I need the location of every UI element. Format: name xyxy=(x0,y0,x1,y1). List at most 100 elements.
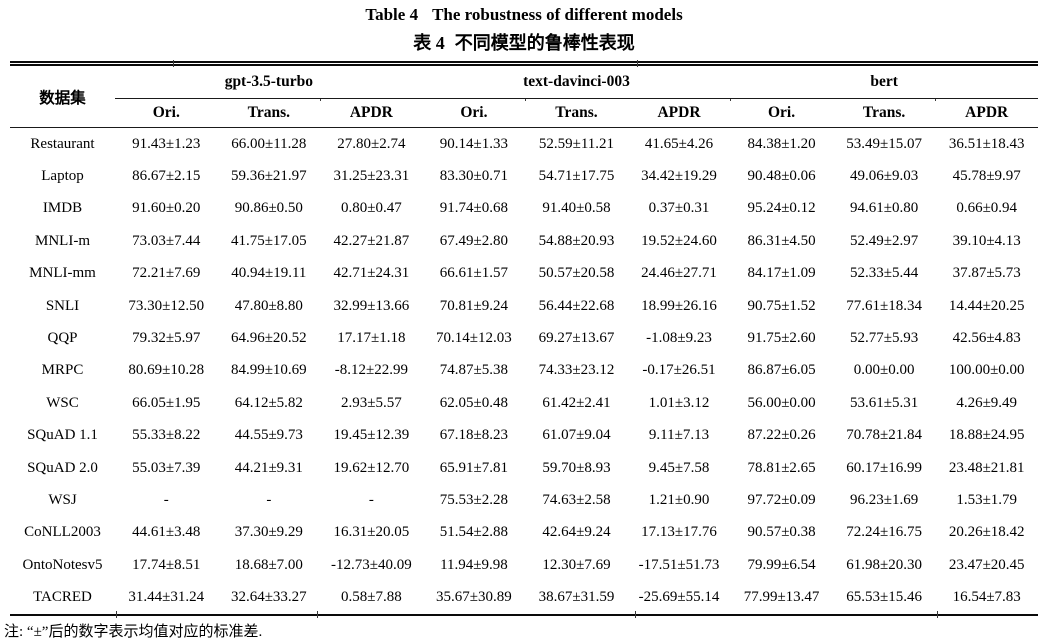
value-cell: 77.99±13.47 xyxy=(743,589,820,606)
value-cell: 79.32±5.97 xyxy=(132,330,201,347)
table-title-text-en: The robustness of different models xyxy=(432,5,683,24)
value-cell: 23.47±20.45 xyxy=(948,556,1025,573)
value-cell: 35.67±30.89 xyxy=(436,589,512,606)
dataset-cell: SQuAD 2.0 xyxy=(27,459,98,476)
value-cell: -25.69±55.14 xyxy=(638,589,720,606)
value-cell: 44.21±9.31 xyxy=(234,459,303,476)
value-cell: 90.14±1.33 xyxy=(439,135,509,152)
dataset-cell: MNLI-m xyxy=(35,232,90,249)
value-cell: 77.61±18.34 xyxy=(846,297,922,314)
value-cell: 1.01±3.12 xyxy=(648,394,710,411)
table-row: Laptop 86.67±2.15 59.36±21.97 31.25±23.31 83… xyxy=(10,160,1038,192)
rule-tick xyxy=(635,610,637,618)
value-cell: 75.53±2.28 xyxy=(439,491,509,508)
value-cell: 74.33±23.12 xyxy=(538,362,615,379)
dataset-cell: WSJ xyxy=(48,491,77,508)
value-cell: 56.00±0.00 xyxy=(747,394,816,411)
value-cell: 32.99±13.66 xyxy=(333,297,410,314)
value-cell: 55.03±7.39 xyxy=(132,459,201,476)
metric-subheader-row: Ori. Trans. APDR Ori. Trans. APDR Ori. T… xyxy=(10,98,1038,128)
value-cell: 69.27±13.67 xyxy=(538,330,615,347)
table-title-english: Table 4 The robustness of different model… xyxy=(0,5,1048,25)
value-cell: 91.75±2.60 xyxy=(747,330,816,347)
value-cell: 84.99±10.69 xyxy=(230,362,307,379)
value-cell: 17.13±17.76 xyxy=(641,524,717,541)
value-cell: 49.06±9.03 xyxy=(849,168,919,185)
value-cell: 73.03±7.44 xyxy=(132,232,201,249)
value-cell: 66.00±11.28 xyxy=(231,135,307,152)
rule-tick xyxy=(173,60,175,67)
value-cell: 19.52±24.60 xyxy=(641,232,717,249)
value-cell: 50.57±20.58 xyxy=(538,265,615,282)
value-cell: 55.33±8.22 xyxy=(132,427,201,444)
table-row: WSJ - - - 75.53±2.28 74.63±2.58 1.21±0.90 97.72… xyxy=(10,484,1038,516)
value-cell: 60.17±16.99 xyxy=(846,459,922,476)
value-cell: 74.63±2.58 xyxy=(542,491,611,508)
value-cell: 41.65±4.26 xyxy=(644,135,714,152)
value-cell: 87.22±0.26 xyxy=(747,427,816,444)
value-cell: 20.26±18.42 xyxy=(948,524,1025,541)
subheader-gpt-ori: Ori. xyxy=(115,98,218,128)
table-row: MNLI-m 73.03±7.44 41.75±17.05 42.27±21.87 67… xyxy=(10,225,1038,257)
rule-tick xyxy=(317,610,319,618)
value-cell: 79.99±6.54 xyxy=(747,556,816,573)
group-header-bert: bert xyxy=(730,63,1038,99)
table-row: IMDB 91.60±0.20 90.86±0.50 0.80±0.47 91.74±0… xyxy=(10,193,1038,225)
dataset-cell: SNLI xyxy=(45,297,80,314)
value-cell: 52.59±11.21 xyxy=(538,135,615,152)
value-cell: 52.77±5.93 xyxy=(849,330,919,347)
table-row: QQP 79.32±5.97 64.96±20.52 17.17±1.18 70.14±… xyxy=(10,322,1038,354)
value-cell: 42.71±24.31 xyxy=(333,265,410,282)
value-cell: 1.21±0.90 xyxy=(648,491,710,508)
value-cell: 74.87±5.38 xyxy=(439,362,509,379)
dataset-cell: CoNLL2003 xyxy=(24,524,101,541)
value-cell: 12.30±7.69 xyxy=(542,556,611,573)
value-cell: 37.30±9.29 xyxy=(234,524,303,541)
value-cell: 37.87±5.73 xyxy=(952,265,1021,282)
table-footnote: 注: “±”后的数字表示均值对应的标准差. xyxy=(4,623,263,640)
table-row: SQuAD 2.0 55.03±7.39 44.21±9.31 19.62±12.70… xyxy=(10,452,1038,484)
value-cell: 40.94±19.11 xyxy=(231,265,307,282)
value-cell: 91.40±0.58 xyxy=(542,200,611,217)
value-cell: 24.46±27.71 xyxy=(641,265,717,282)
value-cell: 90.57±0.38 xyxy=(747,524,816,541)
value-cell: 42.56±4.83 xyxy=(952,330,1021,347)
value-cell: 27.80±2.74 xyxy=(337,135,406,152)
value-cell: - xyxy=(266,491,272,508)
table-row: SNLI 73.30±12.50 47.80±8.80 32.99±13.66 70.8… xyxy=(10,290,1038,322)
value-cell: 0.37±0.31 xyxy=(648,200,710,217)
rule-tick xyxy=(937,610,939,618)
value-cell: 4.26±9.49 xyxy=(956,394,1018,411)
value-cell: 95.24±0.12 xyxy=(747,200,816,217)
dataset-cell: TACRED xyxy=(33,589,92,606)
dataset-column-header: 数据集 xyxy=(10,63,115,128)
dataset-cell: OntoNotesv5 xyxy=(22,556,103,573)
table-number-en: Table 4 xyxy=(365,5,419,24)
value-cell: 86.31±4.50 xyxy=(747,232,816,249)
robustness-table: 数据集 gpt-3.5-turbo text-davinci-003 bert … xyxy=(10,61,1038,616)
value-cell: 16.54±7.83 xyxy=(952,589,1021,606)
value-cell: 67.49±2.80 xyxy=(439,232,509,249)
subheader-gpt-trans: Trans. xyxy=(217,98,321,128)
robustness-table-wrapper: 数据集 gpt-3.5-turbo text-davinci-003 bert … xyxy=(10,60,1038,618)
dataset-cell: MRPC xyxy=(41,362,84,379)
value-cell: 65.91±7.81 xyxy=(439,459,509,476)
value-cell: 65.53±15.46 xyxy=(846,589,922,606)
value-cell: 59.70±8.93 xyxy=(542,459,611,476)
table-row: OntoNotesv5 17.74±8.51 18.68±7.00 -12.73±40… xyxy=(10,549,1038,581)
value-cell: 84.38±1.20 xyxy=(747,135,816,152)
value-cell: 1.53±1.79 xyxy=(956,491,1018,508)
subheader-davinci-apdr: APDR xyxy=(627,98,731,128)
value-cell: 38.67±31.59 xyxy=(538,589,615,606)
value-cell: 53.61±5.31 xyxy=(849,394,919,411)
value-cell: 19.62±12.70 xyxy=(333,459,410,476)
value-cell: 51.54±2.88 xyxy=(439,524,509,541)
value-cell: 47.80±8.80 xyxy=(234,297,303,314)
value-cell: 80.69±10.28 xyxy=(128,362,205,379)
value-cell: 61.98±20.30 xyxy=(846,556,922,573)
value-cell: 56.44±22.68 xyxy=(538,297,615,314)
value-cell: 62.05±0.48 xyxy=(439,394,509,411)
value-cell: 91.74±0.68 xyxy=(439,200,509,217)
value-cell: 84.17±1.09 xyxy=(747,265,816,282)
dataset-cell: MNLI-mm xyxy=(29,265,96,282)
